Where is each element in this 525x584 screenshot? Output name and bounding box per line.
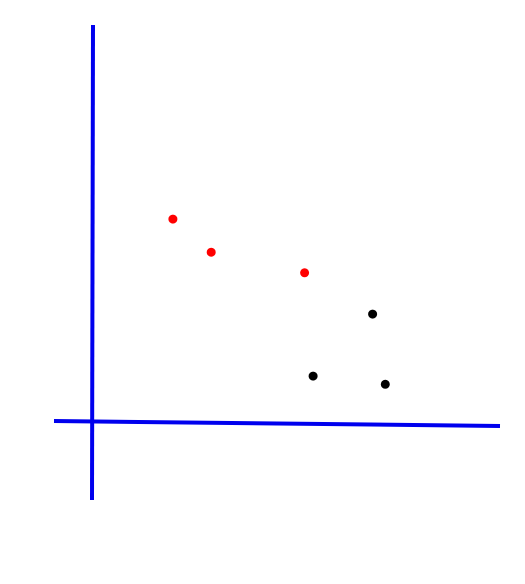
series-1-point-3 (300, 268, 310, 278)
x-axis (53, 419, 501, 428)
series-1-point-2 (206, 247, 216, 257)
y-axis (90, 24, 95, 501)
series-1-point-1 (168, 214, 178, 224)
series-2-point-2 (308, 371, 318, 381)
series-2-point-3 (380, 379, 390, 389)
axes (53, 24, 501, 501)
data-points (168, 214, 390, 389)
series-2-point-1 (368, 309, 378, 319)
